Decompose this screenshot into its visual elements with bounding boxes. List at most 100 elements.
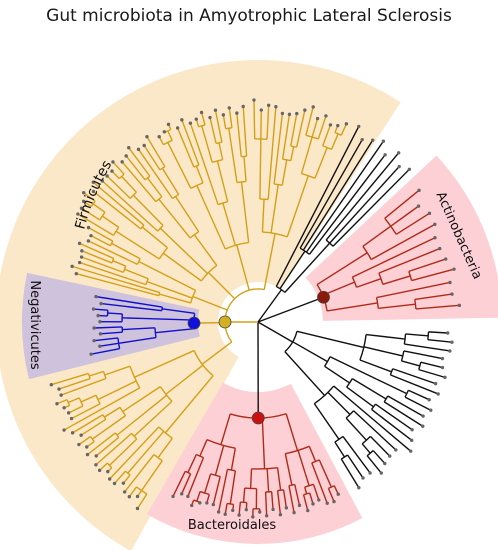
other-lineage-branch <box>345 417 367 441</box>
firmicutes-branch <box>79 242 115 260</box>
firmicutes-tip <box>188 121 193 125</box>
actinobacteria-arc <box>414 299 417 309</box>
firmicutes-tip <box>66 411 71 415</box>
other-lineage-tip <box>421 424 425 428</box>
firmicutes-tip <box>121 481 126 485</box>
firmicutes-branch <box>230 143 238 183</box>
other-lineage-arc <box>346 378 353 388</box>
bacteroidales-branch <box>187 454 197 473</box>
other-lineage-branch <box>340 458 360 489</box>
bacteroidales-arc <box>210 473 221 478</box>
negativicutes-root-node <box>187 316 201 330</box>
firmicutes-tip <box>194 117 198 121</box>
actinobacteria-root-node <box>317 290 330 304</box>
firmicutes-branch <box>101 180 159 232</box>
actinobacteria-branch <box>411 268 455 282</box>
other-lineage-branch <box>329 356 377 380</box>
firmicutes-tip <box>311 105 315 109</box>
negativicutes-tip <box>96 313 100 318</box>
bacteroidales-branch <box>297 450 306 474</box>
other-lineage-tip <box>396 151 401 155</box>
firmicutes-branch <box>71 265 161 294</box>
other-lineage-branch <box>305 140 384 253</box>
firmicutes-branch <box>281 114 291 160</box>
other-lineage-branch <box>371 389 387 400</box>
bacteroidales-arc <box>226 502 234 506</box>
bacteroidales-tip <box>336 492 340 496</box>
other-lineage-tip <box>440 365 445 370</box>
other-lineage-branch <box>371 408 413 441</box>
firmicutes-branch <box>128 486 138 498</box>
firmicutes-branch <box>113 470 127 484</box>
firmicutes-branch <box>128 147 151 177</box>
bacteroidales-branch <box>276 467 282 491</box>
negativicutes-branch <box>122 327 155 331</box>
other-lineage-branch <box>366 455 382 474</box>
firmicutes-branch <box>281 159 288 186</box>
firmicutes-branch <box>203 135 213 163</box>
firmicutes-root-node <box>218 315 232 329</box>
bacteroidales-arc <box>303 492 310 496</box>
other-lineage-tip <box>429 408 433 412</box>
firmicutes-tip <box>70 264 74 269</box>
firmicutes-tip <box>235 111 239 115</box>
firmicutes-tip <box>136 147 141 152</box>
bacteroidales-tip <box>198 501 202 505</box>
other-lineage-tip <box>394 448 398 452</box>
firmicutes-branch <box>95 432 133 466</box>
firmicutes-tip <box>77 241 82 246</box>
other-lineage-branch <box>359 359 392 373</box>
negativicutes-branch <box>131 336 157 343</box>
firmicutes-tip <box>274 105 278 109</box>
negativicutes-tip <box>98 320 102 324</box>
firmicutes-tip <box>80 249 84 253</box>
firmicutes-arc <box>78 397 84 407</box>
firmicutes-branch <box>132 194 164 226</box>
other-lineage-tip <box>410 438 414 443</box>
firmicutes-tip <box>221 113 226 117</box>
firmicutes-arc <box>224 288 265 343</box>
firmicutes-tip <box>91 180 95 184</box>
firmicutes-tip <box>111 160 115 164</box>
firmicutes-branch <box>140 394 168 417</box>
firmicutes-branch <box>60 377 107 396</box>
firmicutes-branch <box>124 268 149 280</box>
firmicutes-branch <box>171 215 191 239</box>
bacteroidales-tip <box>186 494 190 499</box>
negativicutes-branch <box>93 337 119 342</box>
actinobacteria-tip <box>438 246 442 251</box>
firmicutes-tip <box>62 406 66 410</box>
firmicutes-branch <box>81 256 124 274</box>
bacteroidales-branch <box>217 469 229 513</box>
other-lineage-branch <box>427 339 453 343</box>
other-lineage-tip <box>445 331 450 335</box>
firmicutes-branch <box>146 280 193 299</box>
firmicutes-tip <box>135 494 140 499</box>
bacteroidales-branch <box>212 476 221 505</box>
bacteroidales-branch <box>308 446 317 462</box>
other-lineage-arc <box>340 454 348 460</box>
other-lineage-tip <box>427 397 431 402</box>
other-lineage-tip <box>383 153 387 157</box>
other-lineage-branch <box>333 385 412 452</box>
other-lineage-branch <box>401 360 421 367</box>
other-lineage-branch <box>390 374 439 395</box>
firmicutes-branch <box>133 400 173 437</box>
other-lineage-branch <box>346 454 364 479</box>
actinobacteria-tip <box>417 188 421 193</box>
firmicutes-tip <box>124 154 128 158</box>
negativicutes-label: Negativicutes <box>27 280 42 369</box>
firmicutes-arc <box>102 414 107 420</box>
bacteroidales-branch <box>229 494 233 505</box>
firmicutes-branch <box>71 403 101 420</box>
bacteroidales-branch <box>282 489 288 508</box>
bacteroidales-branch <box>266 468 269 482</box>
firmicutes-branch <box>112 161 125 175</box>
firmicutes-branch <box>112 260 127 267</box>
firmicutes-branch <box>165 364 204 395</box>
firmicutes-branch <box>209 117 217 144</box>
other-lineage-arc <box>324 356 331 367</box>
other-lineage-arc <box>299 247 310 255</box>
bacteroidales-branch <box>267 481 270 492</box>
